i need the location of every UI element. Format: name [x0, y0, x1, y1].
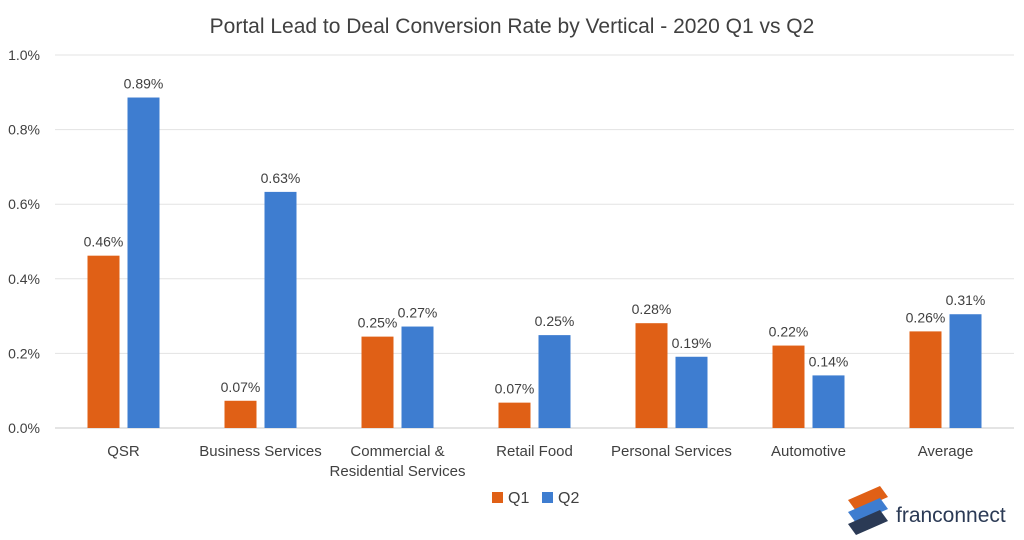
- data-label: 0.25%: [358, 315, 398, 331]
- logo-text: franconnect: [896, 504, 1006, 527]
- x-category-label: Automotive: [771, 443, 846, 460]
- data-label: 0.19%: [672, 335, 712, 351]
- bar-q2: [949, 314, 982, 428]
- bar-q1: [87, 255, 120, 428]
- x-category-label: Residential Services: [330, 463, 466, 480]
- y-tick-label: 0.2%: [8, 345, 40, 361]
- chart-title: Portal Lead to Deal Conversion Rate by V…: [210, 15, 815, 38]
- bar-q1: [909, 331, 942, 428]
- y-axis-ticks: 0.0% 0.2% 0.4% 0.6% 0.8% 1.0%: [8, 47, 40, 436]
- bar-q2: [538, 335, 571, 428]
- bar-q2: [127, 97, 160, 428]
- bar-q1: [772, 345, 805, 428]
- data-labels: 0.46%0.89%0.07%0.63%0.25%0.27%0.07%0.25%…: [84, 76, 986, 397]
- data-label: 0.07%: [221, 379, 261, 395]
- bar-q1: [635, 323, 668, 428]
- data-label: 0.26%: [906, 309, 946, 325]
- franconnect-logo: franconnect: [848, 486, 1006, 535]
- data-label: 0.28%: [632, 301, 672, 317]
- bar-q2: [401, 326, 434, 428]
- franconnect-logo-icon: [848, 486, 888, 535]
- x-category-label: Retail Food: [496, 443, 573, 460]
- x-category-label: Commercial &: [350, 443, 444, 460]
- gridlines: [55, 54, 1014, 429]
- legend-swatch-q1: [492, 492, 503, 503]
- x-category-label: Personal Services: [611, 443, 732, 460]
- bar-q1: [361, 336, 394, 428]
- data-label: 0.27%: [398, 305, 438, 321]
- x-category-label: Average: [918, 443, 974, 460]
- bar-q2: [812, 375, 845, 428]
- y-tick-label: 0.6%: [8, 196, 40, 212]
- data-label: 0.31%: [946, 292, 986, 308]
- legend-label-q2: Q2: [558, 490, 579, 507]
- y-tick-label: 1.0%: [8, 47, 40, 63]
- y-tick-label: 0.8%: [8, 122, 40, 138]
- y-tick-label: 0.0%: [8, 420, 40, 436]
- data-label: 0.46%: [84, 234, 124, 250]
- x-axis-categories: QSR Business Services Commercial & Resident…: [107, 443, 973, 480]
- data-label: 0.25%: [535, 313, 575, 329]
- bar-q1: [224, 400, 257, 428]
- data-label: 0.63%: [261, 170, 301, 186]
- bar-q2: [264, 191, 297, 428]
- bar-q2: [675, 356, 708, 428]
- y-tick-label: 0.4%: [8, 271, 40, 287]
- data-label: 0.07%: [495, 381, 535, 397]
- data-label: 0.14%: [809, 353, 849, 369]
- data-label: 0.22%: [769, 324, 809, 340]
- bar-q1: [498, 402, 531, 428]
- x-category-label: QSR: [107, 443, 140, 460]
- legend-label-q1: Q1: [508, 490, 529, 507]
- bars: [87, 97, 982, 428]
- data-label: 0.89%: [124, 76, 164, 92]
- legend: Q1 Q2: [492, 490, 579, 507]
- x-category-label: Business Services: [199, 443, 322, 460]
- legend-swatch-q2: [542, 492, 553, 503]
